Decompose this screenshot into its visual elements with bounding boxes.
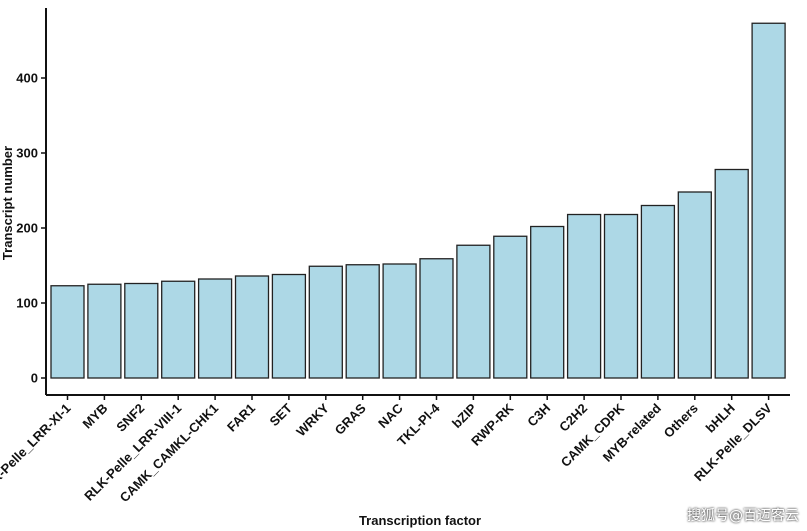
- watermark-text: 搜狐号@百迈客云: [687, 508, 799, 524]
- bar-rlk-pelle-dlsv: [751, 22, 786, 379]
- x-tick-label: MYB: [79, 401, 110, 432]
- bar-camk-camkl-chk1: [197, 278, 233, 379]
- bar-wrky: [308, 265, 343, 379]
- x-tick-label: Others: [661, 401, 701, 441]
- x-tick-label: NAC: [375, 400, 406, 431]
- x-tick-label: FAR1: [224, 401, 258, 435]
- y-tick-label: 400: [16, 71, 38, 86]
- bar-others: [677, 191, 712, 379]
- bar-rlk-pelle-lrr-viii-1: [161, 280, 196, 379]
- bar-c3h: [530, 225, 565, 379]
- x-tick-label: bHLH: [703, 401, 738, 436]
- x-tick-label: WRKY: [293, 400, 332, 439]
- bar-bhlh: [714, 168, 749, 379]
- bar-camk-cdpk: [603, 213, 639, 379]
- bar-gras: [345, 264, 380, 379]
- y-tick-label: 200: [16, 221, 38, 236]
- bar-bzip: [456, 244, 491, 379]
- bar-snf2: [124, 282, 159, 379]
- x-tick-label: C2H2: [556, 401, 590, 435]
- bar-c2h2: [566, 213, 602, 379]
- x-tick-label: bZIP: [449, 400, 480, 431]
- y-tick-label: 300: [16, 146, 38, 161]
- bar-set: [271, 273, 307, 379]
- x-axis: RLK-Pelle_LRR-XI-1 MYB SNF2RLK-Pelle_LRR-V…: [0, 394, 790, 505]
- y-axis-title: Transcript number: [0, 146, 15, 260]
- y-axis: 0 100 200 300 400: [16, 8, 47, 395]
- x-tick-label: C3H: [524, 401, 553, 430]
- x-tick-label: RLK-Pelle_LRR-XI-1: [0, 401, 74, 499]
- bar-nac: [382, 263, 417, 379]
- bar-tkl-pl-4: [419, 258, 454, 379]
- bar-myb: [87, 283, 122, 379]
- y-tick-label: 0: [31, 371, 38, 386]
- bars-group: [50, 22, 786, 379]
- bar-far1: [234, 275, 270, 379]
- y-tick-label: 100: [16, 296, 38, 311]
- bar-rwp-rk: [493, 235, 528, 379]
- x-axis-title: Transcription factor: [359, 513, 481, 528]
- bar-rlk-pelle-lrr-xi-1: [50, 285, 85, 379]
- bar-myb-related: [640, 204, 676, 379]
- x-tick-label: SNF2: [113, 401, 147, 435]
- x-tick-label: SET: [267, 400, 296, 429]
- x-tick-label: GRAS: [332, 400, 369, 437]
